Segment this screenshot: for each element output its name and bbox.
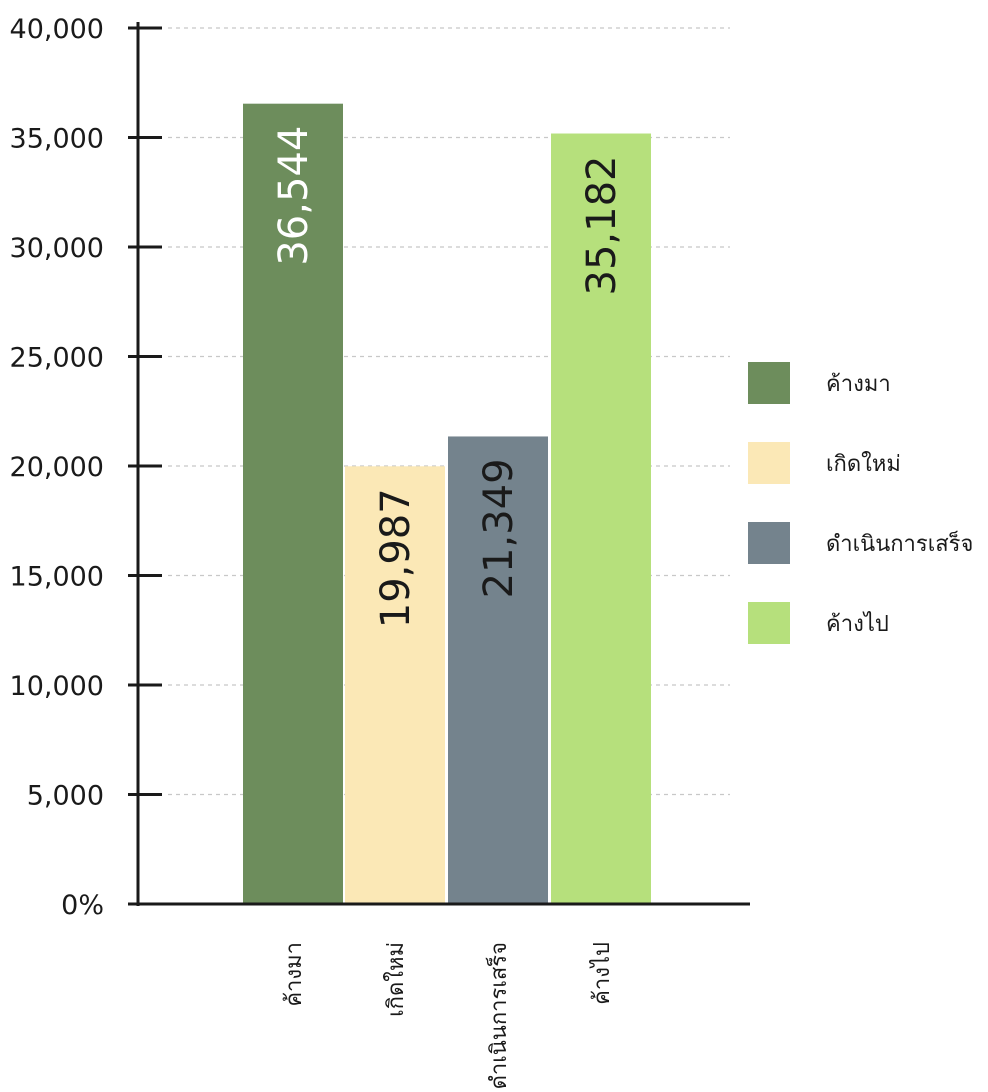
bar-value-label: 36,544 xyxy=(271,126,317,266)
bar xyxy=(551,133,651,904)
bar xyxy=(243,103,343,904)
legend-label: ค้างไป xyxy=(826,611,889,637)
y-tick-label: 40,000 xyxy=(10,14,104,45)
bar-value-label: 19,987 xyxy=(373,488,419,628)
legend-label: ค้างมา xyxy=(826,372,891,397)
axes xyxy=(136,22,750,906)
legend-swatch xyxy=(748,602,790,644)
bars: 36,544 19,987 21,349 35,182 xyxy=(243,103,651,904)
y-tick-label: 10,000 xyxy=(10,671,104,702)
x-category-label: เกิดใหม่ xyxy=(383,942,409,1017)
y-tick-label: 30,000 xyxy=(10,233,104,264)
bar xyxy=(345,466,445,904)
bar xyxy=(448,436,548,904)
x-axis-labels: ค้างมา เกิดใหม่ ดำเนินการเสร็จ ค้างไป xyxy=(282,942,615,1089)
y-axis-ticks: 0% 5,000 10,000 15,000 20,000 25,000 30,000 35,… xyxy=(10,14,162,921)
bar-value-label: 21,349 xyxy=(476,458,522,598)
y-tick-label: 20,000 xyxy=(10,452,104,483)
bar-value-label: 35,182 xyxy=(579,156,625,296)
y-tick-label: 35,000 xyxy=(10,124,104,155)
legend-label: เกิดใหม่ xyxy=(826,451,901,477)
x-category-label: ค้างมา xyxy=(282,942,307,1007)
legend-swatch xyxy=(748,522,790,564)
y-tick-label: 5,000 xyxy=(27,781,104,812)
y-tick-label: 25,000 xyxy=(10,343,104,374)
y-tick-label: 15,000 xyxy=(10,562,104,593)
legend-swatch xyxy=(748,362,790,404)
legend-swatch xyxy=(748,442,790,484)
x-category-label: ดำเนินการเสร็จ xyxy=(484,942,512,1089)
x-category-label: ค้างไป xyxy=(589,942,615,1005)
legend-label: ดำเนินการเสร็จ xyxy=(826,529,973,557)
y-tick-label: 0% xyxy=(61,890,104,921)
